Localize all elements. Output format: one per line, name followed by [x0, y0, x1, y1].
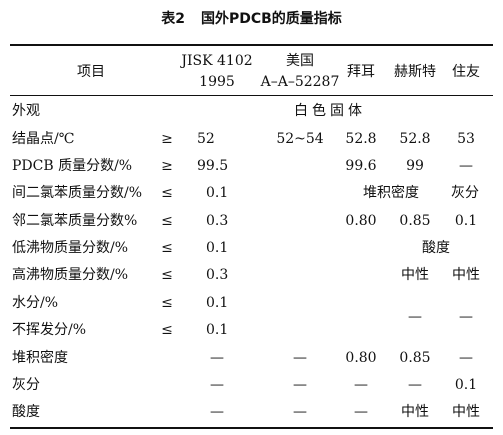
header-sumitomo: 住友 [452, 64, 480, 80]
table-caption: 表2 国外PDCB的质量指标 [0, 9, 503, 29]
row-name: 高沸物质量分数/% [12, 267, 129, 283]
cell-bayer: — [354, 377, 368, 393]
cell-appearance: 白色固体 [294, 103, 366, 119]
cell-sumitomo: — [459, 158, 473, 174]
cell-jisk: 0.3 [206, 267, 229, 283]
header-us-line1: 美国 [286, 53, 314, 69]
cell-bayer: 0.80 [345, 350, 377, 366]
cell-us: — [293, 377, 307, 393]
cell-hechst: 中性 [401, 404, 429, 420]
row-name: PDCB 质量分数/% [12, 158, 133, 174]
cell-sumitomo: — [459, 350, 473, 366]
header-jisk-line2: 1995 [199, 74, 235, 90]
row-name: 不挥发分/% [12, 322, 87, 338]
cell-bayer: — [354, 404, 368, 420]
cell-jisk: 52 [197, 131, 215, 147]
cell-sumitomo: 0.1 [454, 377, 478, 393]
cell-sumitomo: 53 [457, 131, 475, 147]
cell-jisk: 0.1 [206, 322, 229, 338]
cell-us: — [293, 404, 307, 420]
top-rule [10, 44, 493, 46]
header-hechst: 赫斯特 [394, 64, 436, 80]
table-title: 国外PDCB的质量指标 [200, 11, 342, 27]
cell-jisk: 0.1 [206, 240, 229, 256]
row-name: 酸度 [12, 404, 40, 420]
cell-acidity-label: 酸度 [422, 240, 450, 256]
cell-us: 52~54 [276, 131, 324, 147]
cell-jisk: 0.3 [206, 213, 229, 229]
row-name: 堆积密度 [12, 350, 68, 366]
cell-op: ≤ [161, 185, 173, 201]
cell-op: ≤ [161, 240, 173, 256]
cell-hechst: 99 [406, 158, 424, 174]
cell-op: ≤ [161, 322, 173, 338]
header-bayer: 拜耳 [347, 64, 375, 80]
cell-jisk: — [210, 404, 224, 420]
cell-jisk: — [210, 377, 224, 393]
cell-op: ≤ [161, 267, 173, 283]
cell-jisk: — [210, 350, 224, 366]
row-name: 邻二氯苯质量分数% [12, 213, 138, 229]
cell-bayer: 99.6 [345, 158, 377, 174]
cell-op: ≤ [161, 213, 173, 229]
row-name: 外观 [12, 103, 40, 119]
header-item: 项目 [77, 64, 105, 80]
cell-op: ≥ [161, 158, 173, 174]
cell-hechst: 0.85 [399, 350, 431, 366]
cell-jisk: 0.1 [206, 185, 229, 201]
cell-hechst: 中性 [401, 267, 429, 283]
row-name: 结晶点/℃ [12, 131, 75, 147]
table-number: 表2 [161, 11, 185, 27]
cell-hechst-merged: — [408, 309, 422, 325]
cell-sumitomo: 中性 [452, 404, 480, 420]
cell-sumitomo: 0.1 [454, 213, 478, 229]
cell-jisk: 0.1 [206, 295, 229, 311]
cell-bayer: 0.80 [345, 213, 377, 229]
cell-jisk: 99.5 [197, 158, 229, 174]
row-name: 间二氯苯质量分数/% [12, 185, 143, 201]
cell-hechst: 52.8 [399, 131, 431, 147]
cell-us: — [293, 350, 307, 366]
header-jisk-line1: JISK 4102 [181, 53, 253, 69]
row-name: 低沸物质量分数/% [12, 240, 129, 256]
cell-hechst: — [408, 377, 422, 393]
row-name: 水分/% [12, 295, 59, 311]
cell-op: ≥ [161, 131, 173, 147]
cell-ash-label: 灰分 [451, 185, 479, 201]
cell-hechst: 0.85 [399, 213, 431, 229]
header-us-line2: A–A–52287 [260, 74, 340, 90]
row-name: 灰分 [12, 377, 40, 393]
cell-bayer: 52.8 [345, 131, 377, 147]
bottom-rule [10, 427, 493, 429]
cell-op: ≤ [161, 295, 173, 311]
cell-bulk-density-label: 堆积密度 [363, 185, 419, 201]
cell-sumitomo-merged: — [459, 309, 473, 325]
header-rule [10, 95, 493, 96]
cell-sumitomo: 中性 [452, 267, 480, 283]
